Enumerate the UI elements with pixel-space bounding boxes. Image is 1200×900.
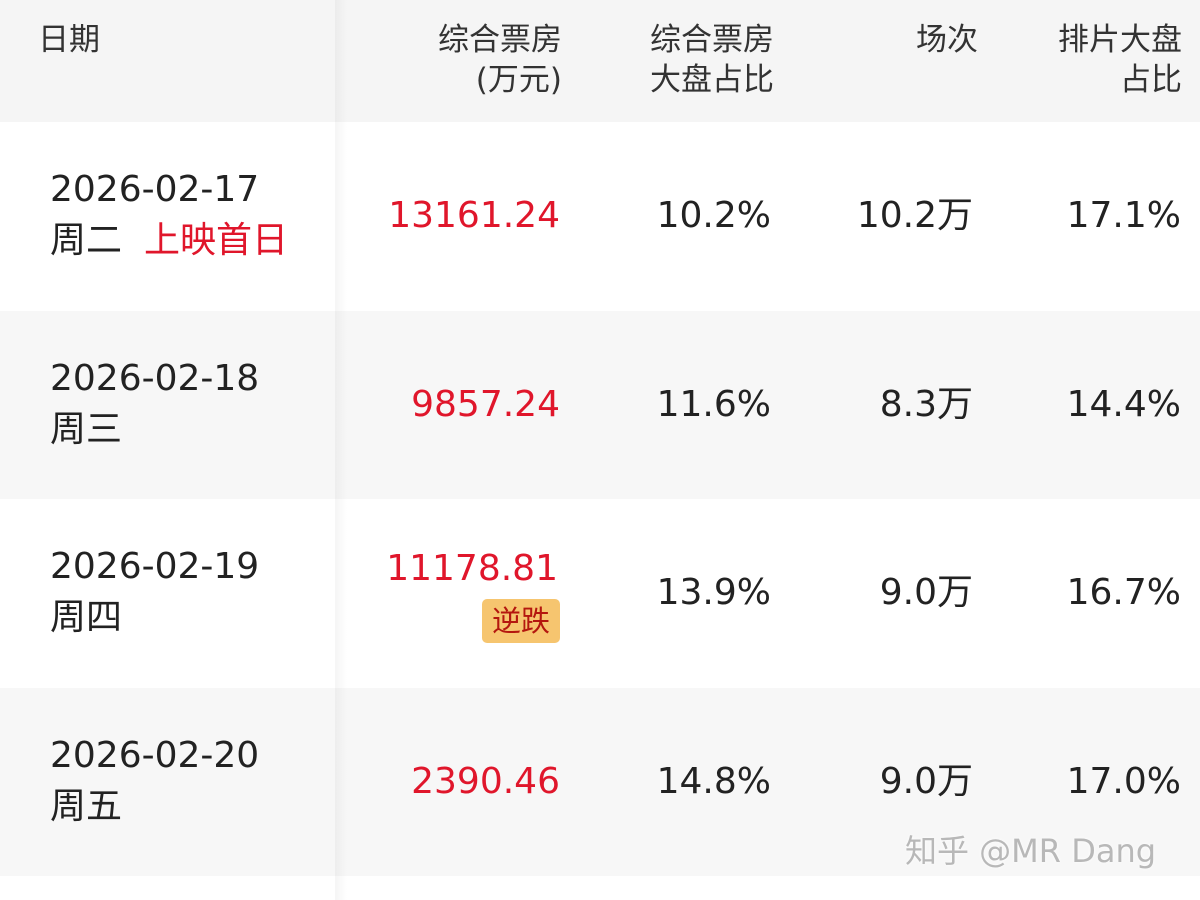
column-header: (万元) [475, 62, 562, 98]
table-row: 2026-02-20 周五 2390.46 14.8% 9.0万 17.0% [0, 687, 1200, 876]
weekday: 周五 [50, 785, 123, 827]
box-office: 13161.24 [388, 195, 560, 236]
column-header: 排片大盘 [1058, 22, 1182, 58]
schedule: 14.4% [1066, 383, 1181, 425]
share: 13.9% [656, 572, 771, 613]
screenings: 9.0万 [879, 572, 973, 613]
table-header: 日期 综合票房 (万元) 综合票房大盘占比 场次 排片大盘占比 [0, 0, 1200, 122]
tag: 上映首日 [144, 220, 289, 261]
share: 10.2% [656, 195, 771, 236]
weekday: 周三 [50, 408, 123, 450]
badge: 逆跌 [481, 599, 560, 643]
share: 14.8% [656, 760, 771, 802]
weekday: 周二 [50, 220, 123, 261]
table-row: 2026-02-19 周四 11178.81 逆跌 13.9% 9.0万 16.7% [0, 499, 1200, 688]
date: 2026-02-20 [50, 734, 260, 776]
screenings: 8.3万 [879, 383, 973, 425]
date: 2026-02-19 [50, 546, 260, 587]
screenings: 9.0万 [879, 760, 973, 802]
schedule: 17.1% [1066, 195, 1181, 236]
share: 11.6% [656, 383, 771, 425]
watermark: 知乎 @MR Dang [905, 832, 1157, 870]
column-header: 大盘占比 [650, 62, 774, 98]
weekday: 周四 [50, 597, 123, 638]
sticky-column-shadow [335, 0, 347, 900]
schedule: 17.0% [1066, 760, 1181, 802]
date: 2026-02-17 [50, 169, 260, 210]
date: 2026-02-18 [50, 357, 260, 399]
column-header: 综合票房 [438, 22, 562, 58]
box-office: 2390.46 [411, 760, 560, 802]
table-row: 2026-02-18 周三 9857.24 11.6% 8.3万 14.4% [0, 310, 1200, 499]
schedule: 16.7% [1066, 572, 1181, 613]
screenings: 10.2万 [856, 195, 973, 236]
column-header: 场次 [916, 22, 978, 58]
table-row: 2026-02-17 周二 上映首日 13161.24 10.2% 10.2万 17.1% [0, 122, 1200, 311]
box-office: 9857.24 [411, 383, 560, 425]
column-header: 占比 [1120, 62, 1182, 98]
column-header: 日期 [38, 22, 100, 58]
column-header: 综合票房 [650, 22, 774, 58]
box-office: 11178.81 [386, 548, 558, 589]
